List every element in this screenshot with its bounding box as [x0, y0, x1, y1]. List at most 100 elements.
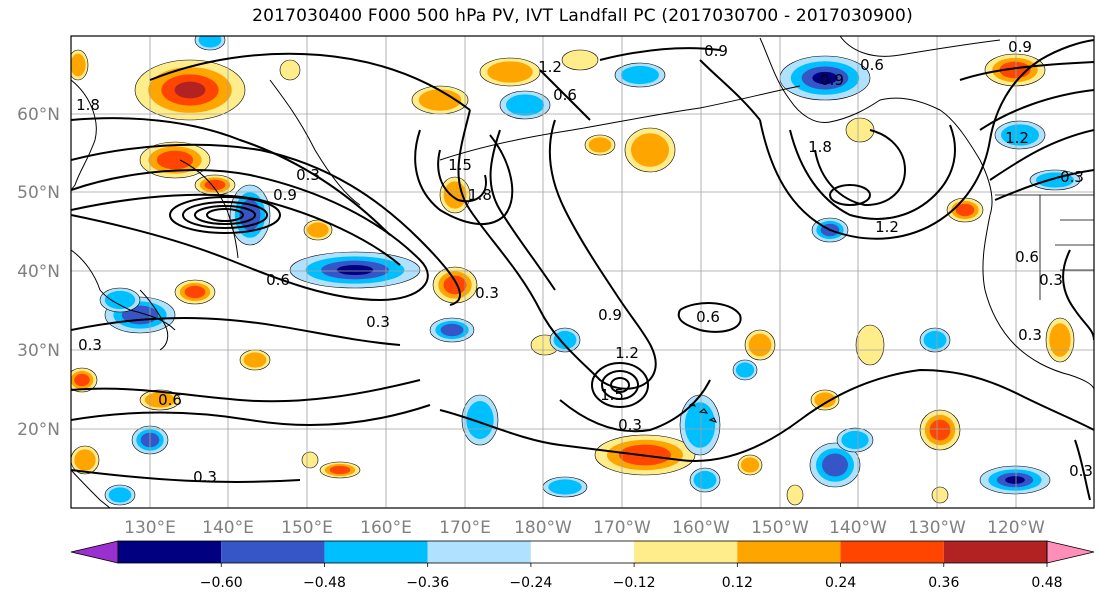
colorbar-outline	[117, 540, 1048, 564]
anomaly-outline	[737, 454, 763, 476]
positive-pv-anomaly	[174, 81, 206, 99]
positive-pv-anomaly	[418, 89, 462, 111]
negative-pv-anomaly	[841, 430, 869, 450]
negative-pv-anomaly	[548, 479, 582, 495]
anomaly-outline	[810, 389, 840, 411]
positive-pv-anomaly	[932, 487, 948, 503]
colorbar-tick-label: −0.36	[406, 575, 449, 591]
anomaly-outline	[689, 467, 721, 493]
contour-label: 0.6	[1015, 248, 1039, 266]
positive-pv-anomaly	[184, 285, 206, 299]
contour-label: 0.3	[193, 468, 217, 486]
anomaly-outline	[301, 451, 319, 469]
anomaly-outline	[499, 90, 551, 120]
anomaly-outline	[229, 184, 271, 246]
contour-label: 0.3	[618, 416, 642, 434]
positive-pv-anomaly	[487, 61, 533, 83]
colorbar-segment	[221, 541, 325, 563]
contour-label: 1.2	[538, 58, 562, 76]
negative-pv-anomaly	[1005, 476, 1025, 484]
negative-pv-anomaly	[440, 323, 464, 337]
positive-pv-anomaly	[588, 137, 612, 153]
contour-label: 1.8	[468, 186, 492, 204]
contour-label: 0.9	[273, 186, 297, 204]
anomaly-outline	[614, 62, 666, 88]
negative-pv-anomaly	[684, 402, 716, 448]
anomaly-outline	[479, 57, 541, 87]
contour-label: 0.9	[598, 306, 622, 324]
anomaly-outline	[786, 484, 804, 506]
latitude-label: 40°N	[17, 262, 60, 282]
colorbar-tick-label: 0.48	[1031, 575, 1062, 591]
positive-pv-anomaly	[814, 392, 836, 408]
colorbar-tick-label: −0.60	[200, 575, 243, 591]
negative-pv-anomaly	[104, 290, 136, 310]
colorbar-tick-label: −0.12	[613, 575, 656, 591]
positive-pv-anomaly	[243, 352, 267, 368]
map-panel: 1.80.30.90.60.30.30.61.51.80.30.60.91.20…	[71, 36, 1094, 508]
colorbar-segment	[840, 541, 944, 563]
anomaly-outline	[104, 484, 136, 506]
negative-pv-anomaly	[621, 65, 659, 85]
pv-contours	[71, 39, 1094, 501]
anomaly-outline	[845, 117, 875, 143]
anomaly-outline	[174, 279, 216, 305]
colorbar: −0.60 −0.48 −0.36 −0.24 −0.12 0.12 0.24 0.36 0.4…	[70, 540, 1095, 591]
negative-pv-anomaly	[336, 264, 374, 276]
contour-label: 0.6	[158, 391, 182, 409]
positive-pv-anomaly	[302, 452, 318, 468]
colorbar-tick-label: 0.36	[928, 575, 959, 591]
colorbar-extend-max	[1046, 540, 1095, 564]
longitude-label: 180°W	[514, 518, 572, 538]
negative-pv-anomaly	[923, 330, 947, 350]
anomaly-outline	[71, 49, 89, 81]
anomaly-outline	[303, 219, 333, 241]
longitude-label: 170°W	[593, 518, 651, 538]
contour-label: 1.2	[875, 218, 899, 236]
contour-label: 0.9	[704, 42, 728, 60]
colorbar-segment	[118, 541, 222, 563]
negative-pv-anomaly	[506, 94, 544, 116]
positive-pv-anomaly	[740, 457, 760, 473]
longitude-label: 150°W	[751, 518, 809, 538]
negative-pv-anomaly	[553, 330, 577, 350]
colorbar-tick-label: −0.48	[303, 575, 346, 591]
anomaly-outline	[104, 296, 176, 334]
latitude-label: 30°N	[17, 341, 60, 361]
positive-pv-anomaly	[856, 325, 884, 365]
positive-pv-anomaly	[1049, 323, 1071, 357]
contour-label: 0.6	[266, 271, 290, 289]
anomaly-outline	[139, 141, 211, 179]
colorbar-segment	[427, 541, 531, 563]
positive-pv-anomaly	[562, 50, 598, 70]
contour-label: 0.3	[1039, 271, 1063, 289]
anomaly-outline	[624, 127, 676, 173]
negative-pv-anomaly	[466, 401, 494, 439]
negative-pv-anomaly	[1001, 124, 1039, 146]
anomaly-outline	[549, 327, 581, 353]
positive-pv-anomaly	[846, 118, 874, 142]
contour-label: 0.9	[820, 71, 844, 89]
graticule	[71, 36, 1094, 508]
anomaly-outline	[594, 434, 696, 476]
latitude-labels: 60°N 50°N 40°N 30°N 20°N	[17, 105, 60, 440]
positive-pv-anomaly	[280, 60, 300, 80]
positive-pv-anomaly	[443, 275, 467, 295]
positive-pv-anomaly	[74, 373, 90, 387]
positive-pv-anomaly	[329, 465, 351, 475]
contour-label: 0.3	[366, 313, 390, 331]
positive-pv-anomaly	[631, 133, 669, 167]
longitude-label: 120°W	[987, 518, 1045, 538]
negative-pv-anomaly	[735, 362, 755, 378]
colorbar-segment	[943, 541, 1047, 563]
anomaly-outline	[931, 486, 949, 504]
negative-pv-anomaly	[239, 199, 261, 231]
negative-pv-anomaly	[693, 470, 717, 490]
anomaly-outline	[811, 217, 849, 243]
negative-pv-anomaly	[198, 36, 222, 48]
positive-pv-anomaly	[156, 150, 194, 170]
longitude-label: 160°W	[672, 518, 730, 538]
contour-label: 1.5	[448, 156, 472, 174]
anomaly-outline	[836, 427, 874, 453]
